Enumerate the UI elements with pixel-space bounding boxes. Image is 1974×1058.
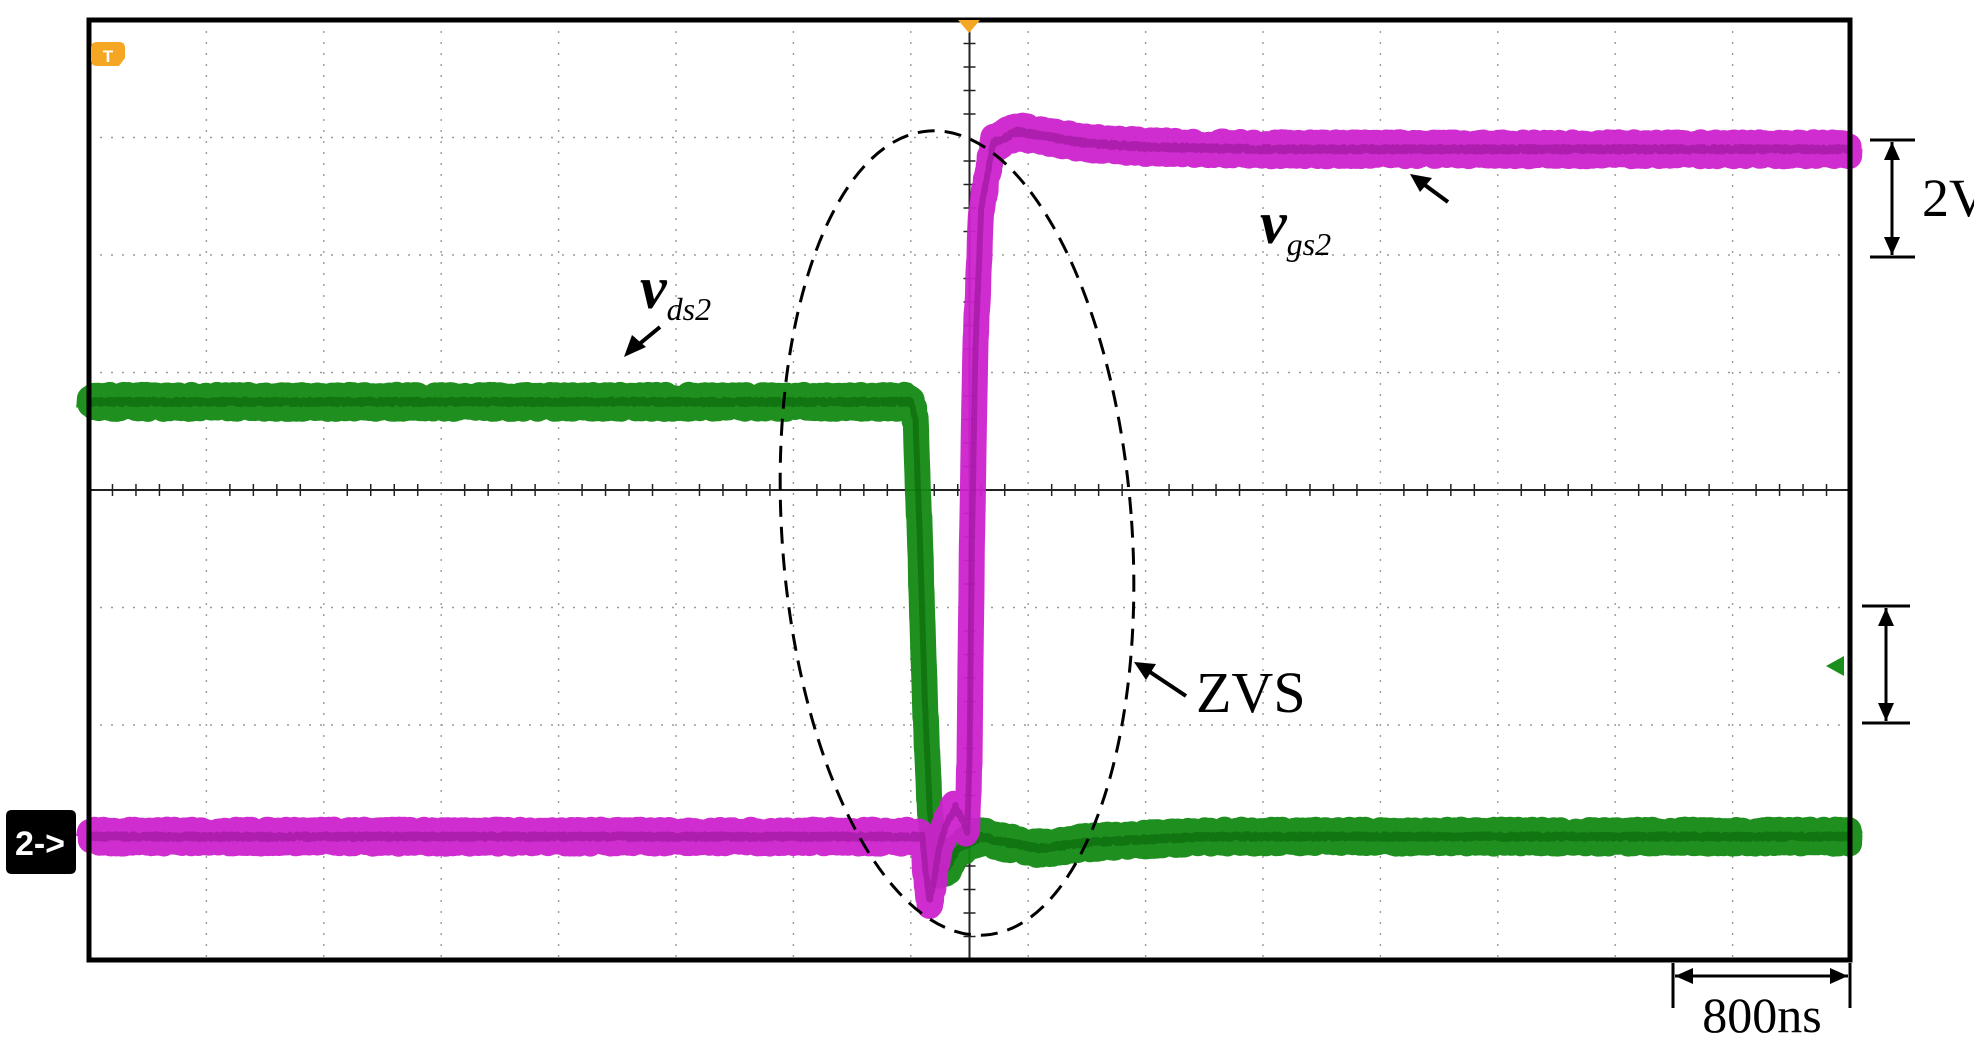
series-label-vds2: vds2 <box>640 255 711 327</box>
trigger-badge-label: T <box>103 47 114 66</box>
lower-scale-bar <box>1862 604 1910 725</box>
time-scale-label: 800ns <box>1702 987 1821 1043</box>
vgs2-subscript: gs2 <box>1287 226 1331 262</box>
trigger-badge: T <box>91 42 125 66</box>
vgs2-main: v <box>1260 190 1288 256</box>
zvs-label: ZVS <box>1196 660 1306 725</box>
trigger-position-marker <box>958 20 980 33</box>
series-label-vgs2: vgs2 <box>1260 190 1331 262</box>
vds2-arrow <box>624 325 662 357</box>
vgs2-arrow <box>1410 174 1450 204</box>
vds2-subscript: ds2 <box>667 291 711 327</box>
zvs-arrow <box>1134 662 1188 698</box>
vds2-main: v <box>640 255 668 321</box>
zvs-region-ellipse <box>778 129 1136 937</box>
time-scale-bar <box>1671 963 1852 1008</box>
traces <box>76 112 1863 919</box>
channel-2-label: 2-> <box>15 825 65 863</box>
voltage-scale-label: 2V <box>1922 168 1974 228</box>
channel-offset-marker <box>1826 656 1844 676</box>
channel-2-marker: 2-> <box>6 810 76 874</box>
trace-core-gs2 <box>86 126 1853 903</box>
voltage-scale-bar <box>1870 138 1915 259</box>
